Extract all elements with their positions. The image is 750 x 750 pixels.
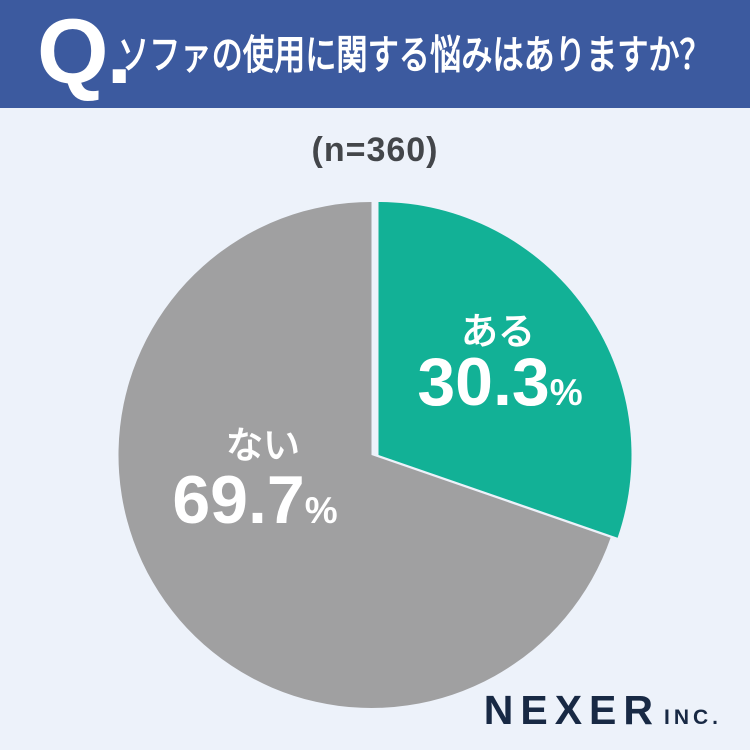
brand-logo: NEXER INC. <box>484 687 722 734</box>
pie-slice-nai <box>118 202 611 709</box>
q-mark-label: Q. <box>37 1 132 104</box>
question-header-bar: Q. ソファの使用に関する悩みはありますか？ <box>0 0 750 108</box>
slice-aru-label: ある <box>461 311 535 352</box>
slice-nai-value: 69.7 <box>172 462 304 538</box>
slice-aru-value: 30.3 <box>417 344 549 420</box>
slice-nai-label: ない <box>226 425 300 466</box>
brand-name: NEXER <box>483 687 660 733</box>
sample-size-label: (n=360) <box>311 131 439 169</box>
slice-nai-percentage: 69.7% <box>172 462 337 538</box>
slice-aru-unit: % <box>550 372 583 413</box>
slice-nai-unit: % <box>305 490 338 531</box>
slice-aru-percentage: 30.3% <box>417 344 582 420</box>
question-text: ソファの使用に関する悩みはありますか？ <box>118 33 711 78</box>
brand-suffix: INC. <box>664 706 722 729</box>
pie-slice-aru <box>378 202 632 538</box>
